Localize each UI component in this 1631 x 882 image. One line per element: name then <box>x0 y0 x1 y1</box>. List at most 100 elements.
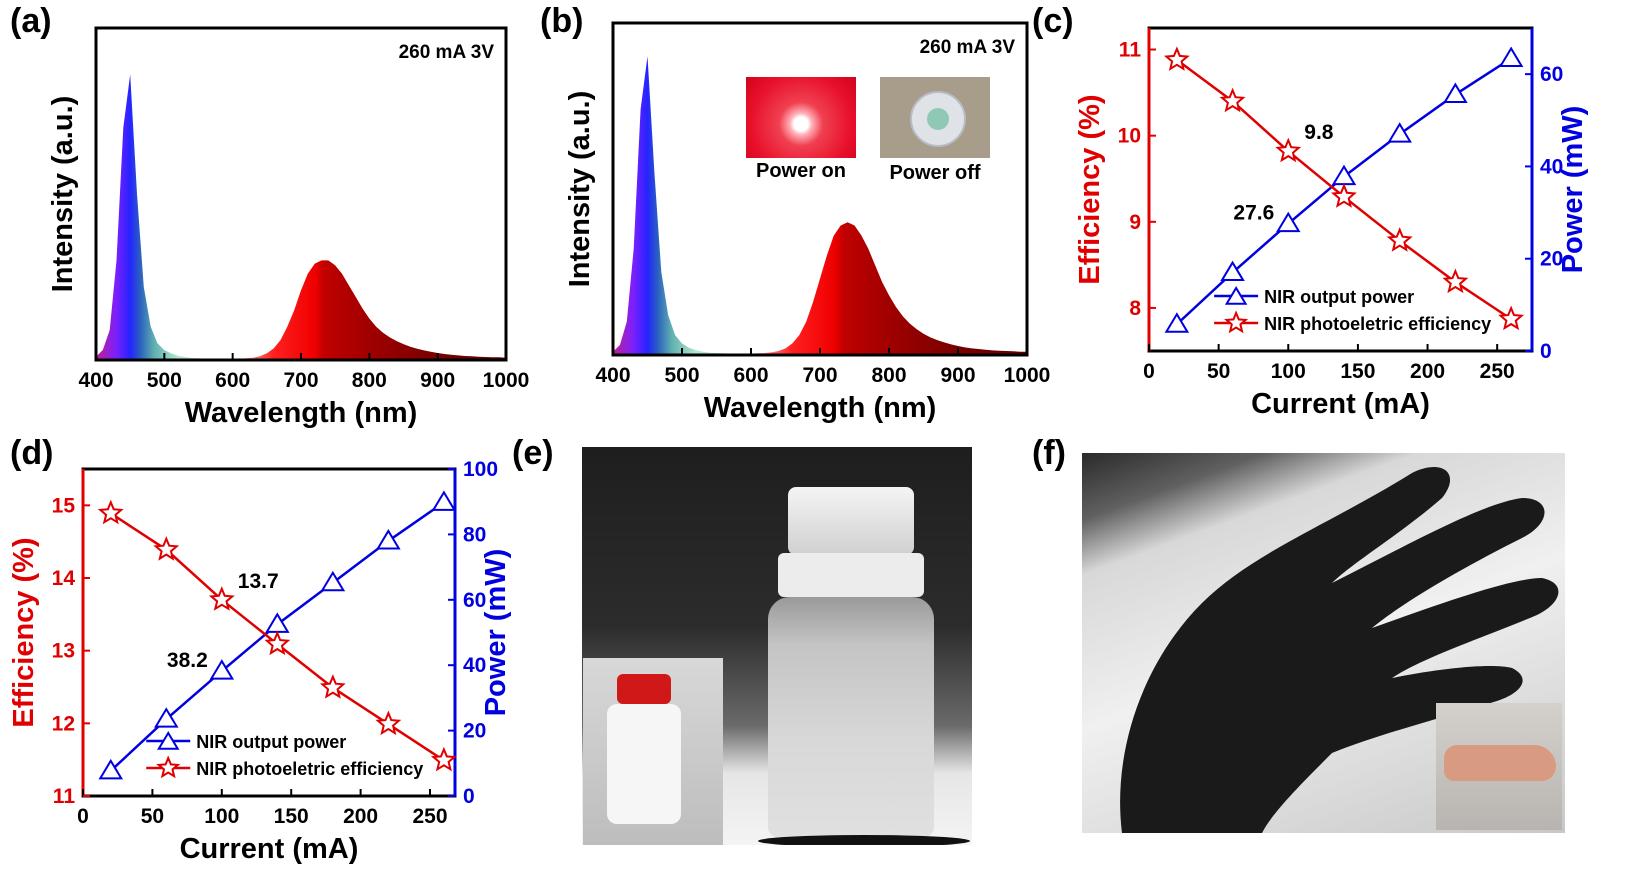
x-tick-label: 1000 <box>483 369 530 392</box>
chart-1: 260 mA 3V 400 500 600 700 800 900 1000 Wavelengt… <box>47 26 530 429</box>
x-tick-label: 600 <box>215 369 250 392</box>
data-point-triangle <box>209 659 235 680</box>
legend-label: NIR output power <box>1264 287 1414 307</box>
power-on-caption: Power on <box>755 160 846 182</box>
legend-triangle-icon <box>157 731 180 750</box>
x-tick-label: 400 <box>595 364 630 387</box>
x-axis-label: Current (mA) <box>180 833 359 865</box>
legend: NIR output power NIR photoeletric efficie… <box>1214 286 1491 334</box>
y-axis-label: Efficiency (%) <box>8 537 40 727</box>
y2-tick-label: 60 <box>1540 63 1563 86</box>
data-point-star <box>1331 183 1357 208</box>
value-annotation: 27.6 <box>1233 202 1274 225</box>
bottle-body <box>768 597 934 837</box>
x-tick-label: 700 <box>283 369 318 392</box>
series-power <box>1164 46 1524 333</box>
y-tick-label: 8 <box>1129 297 1141 320</box>
panel-label-a: (a) <box>10 2 52 40</box>
data-point-star <box>1386 227 1413 252</box>
data-point-triangle <box>1387 122 1412 143</box>
spectrum-area <box>96 74 506 360</box>
panel-label-e: (e) <box>512 434 554 472</box>
y-tick-label: 12 <box>52 712 75 735</box>
x-tick-label: 100 <box>204 805 239 828</box>
data-point-star <box>264 630 291 656</box>
data-point-triangle <box>1443 82 1468 103</box>
data-point-triangle <box>1498 46 1524 67</box>
led-power-on-photo <box>746 77 856 158</box>
legend-label: NIR photoeletric efficiency <box>1264 314 1491 334</box>
y2-axis-label: Power (mW) <box>480 549 512 717</box>
data-point-triangle <box>320 570 346 592</box>
y-tick-label: 13 <box>52 640 75 663</box>
legend-label: NIR photoeletric efficiency <box>196 759 423 779</box>
data-point-star <box>1275 137 1302 163</box>
y2-tick-label: 100 <box>463 458 498 481</box>
data-point-triangle <box>154 707 179 728</box>
data-point-star <box>1219 87 1246 113</box>
panel-label-c: (c) <box>1032 2 1074 40</box>
x-tick-label: 900 <box>940 364 975 387</box>
x-tick-label: 700 <box>802 364 837 387</box>
led-chip-icon <box>910 91 966 147</box>
data-point-star <box>1498 305 1525 331</box>
data-point-star <box>208 586 235 611</box>
condition-annotation: 260 mA 3V <box>920 37 1016 58</box>
data-point-star <box>1163 46 1190 71</box>
series-efficiency <box>1163 46 1525 331</box>
data-point-triangle <box>376 528 401 550</box>
panel-label-d: (d) <box>10 434 54 472</box>
x-tick-label: 50 <box>141 805 164 828</box>
bottle-visible-inset-image <box>583 658 723 845</box>
spectrum-area <box>613 56 1027 355</box>
condition-annotation: 260 mA 3V <box>399 42 495 63</box>
x-tick-label: 0 <box>77 805 89 828</box>
x-tick-label: 800 <box>352 369 387 392</box>
series-power <box>98 490 457 780</box>
y-tick-label: 15 <box>52 494 76 517</box>
x-tick-label: 200 <box>1410 360 1445 383</box>
hand-silhouette <box>1120 467 1559 833</box>
y-axis-label: Intensity (a.u.) <box>564 91 596 288</box>
x-axis-label: Wavelength (nm) <box>704 392 937 424</box>
y-axis-label: Intensity (a.u.) <box>47 96 79 293</box>
legend-triangle-icon <box>1224 286 1248 305</box>
x-axis-label: Current (mA) <box>1251 388 1430 420</box>
value-annotation: 9.8 <box>1304 121 1334 144</box>
y2-axis-label: Power (mW) <box>1557 106 1589 274</box>
data-point-triangle <box>1220 260 1245 282</box>
y-tick-label: 9 <box>1129 211 1141 234</box>
legend-star-icon <box>156 755 181 779</box>
x-tick-label: 100 <box>1271 360 1306 383</box>
panel-label-f: (f) <box>1032 434 1066 472</box>
x-axis-label: Wavelength (nm) <box>185 397 418 429</box>
x-tick-label: 600 <box>733 364 768 387</box>
x-tick-label: 150 <box>1340 360 1375 383</box>
x-tick-label: 500 <box>664 364 699 387</box>
y2-tick-label: 40 <box>1540 155 1563 178</box>
x-tick-label: 1000 <box>1004 364 1051 387</box>
x-tick-label: 500 <box>147 369 182 392</box>
led-power-off-photo <box>880 77 990 158</box>
data-point-triangle <box>1331 164 1357 186</box>
series-efficiency <box>97 499 457 772</box>
hand-visible-inset-image <box>1436 703 1562 830</box>
chart-2: 260 mA 3V 400 500 600 700 800 900 1000 Wavelengt… <box>564 21 1051 424</box>
x-tick-label: 400 <box>78 369 113 392</box>
y-tick-label: 14 <box>52 567 76 590</box>
y2-tick-label: 0 <box>463 785 475 808</box>
data-point-star <box>1442 268 1469 294</box>
data-point-triangle <box>98 758 124 780</box>
data-point-triangle <box>1276 211 1301 233</box>
y-tick-label: 11 <box>53 785 76 808</box>
data-point-star <box>153 536 180 561</box>
data-point-star <box>319 674 346 699</box>
value-annotation: 38.2 <box>167 649 208 672</box>
y2-tick-label: 60 <box>463 589 486 612</box>
y2-tick-label: 20 <box>1540 248 1563 271</box>
data-point-triangle <box>265 612 290 633</box>
x-tick-label: 150 <box>274 805 309 828</box>
